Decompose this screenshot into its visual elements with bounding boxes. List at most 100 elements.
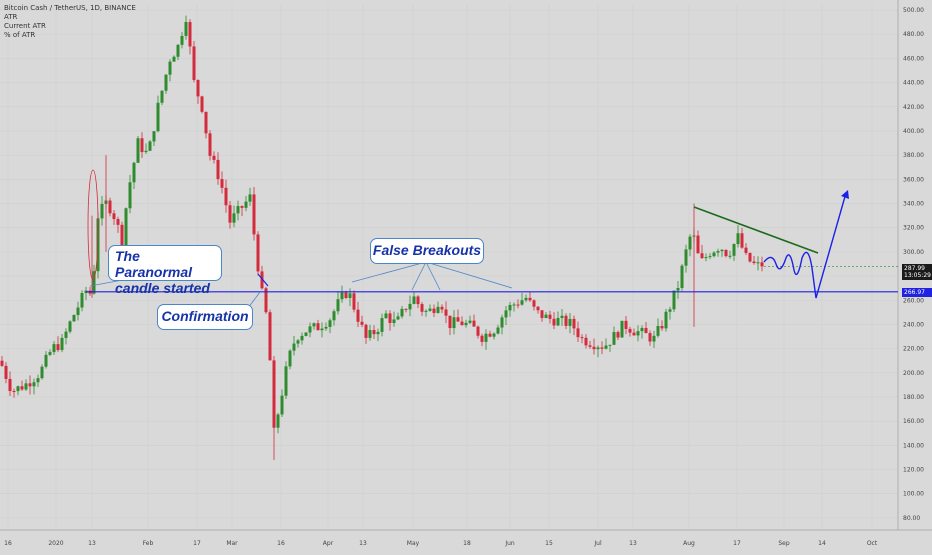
false-breakout-pointer (351, 261, 427, 283)
candle-body (460, 321, 464, 326)
candle (24, 379, 28, 391)
candle (280, 389, 284, 418)
candle-body (228, 205, 232, 223)
candle (160, 90, 164, 106)
candle (628, 326, 632, 337)
candle-body (292, 343, 296, 351)
candle-body (468, 320, 472, 323)
candle (60, 333, 64, 353)
candle (284, 361, 288, 400)
candle (356, 301, 360, 328)
candle-body (536, 306, 540, 311)
candle-body (444, 309, 448, 316)
candle (364, 323, 368, 344)
candle-body (752, 261, 756, 264)
y-tick-label: 160.00 (903, 418, 924, 425)
candle-body (712, 252, 716, 257)
candle (132, 161, 136, 189)
candle (728, 250, 732, 259)
last-price-tag: 287.99 13:05:29 (902, 264, 932, 280)
candle-body (476, 326, 480, 336)
candle-body (268, 312, 272, 361)
candle (336, 291, 340, 315)
candle-body (396, 316, 400, 320)
candle-body (156, 102, 160, 132)
candle (652, 330, 656, 349)
candle (612, 326, 616, 345)
candle (276, 412, 280, 434)
candle (108, 197, 112, 217)
candle-body (588, 345, 592, 347)
candle (204, 111, 208, 139)
candle (680, 263, 684, 291)
candle-body (728, 255, 732, 257)
y-tick-label: 200.00 (903, 370, 924, 377)
candle-body (284, 366, 288, 396)
candle (524, 294, 528, 303)
candle-body (736, 233, 740, 245)
candle-body (680, 265, 684, 288)
candle (144, 143, 148, 155)
candle-body (704, 257, 708, 259)
candle-body (556, 317, 560, 326)
candle (732, 243, 736, 261)
candle (92, 264, 96, 295)
candle (196, 79, 200, 104)
candle-body (508, 304, 512, 311)
candle-body (148, 141, 152, 151)
y-tick-label: 220.00 (903, 346, 924, 353)
candle-body (288, 350, 292, 367)
candle-body (64, 331, 68, 338)
candle (528, 292, 532, 302)
candle (420, 302, 424, 317)
candle-body (428, 308, 432, 311)
candle (504, 306, 508, 325)
candle-body (200, 96, 204, 112)
candle (200, 95, 204, 114)
candle (588, 340, 592, 349)
candle-body (452, 317, 456, 329)
candle (412, 291, 416, 305)
confirmation-arrow (257, 273, 269, 287)
candle-body (140, 138, 144, 153)
candle-body (236, 206, 240, 214)
candle-body (416, 296, 420, 305)
candle-body (492, 333, 496, 337)
candle (368, 324, 372, 341)
candle-body (760, 262, 764, 267)
candle (0, 355, 4, 367)
candle (380, 313, 384, 337)
candle (220, 171, 224, 194)
candle (112, 209, 116, 225)
candle (516, 299, 520, 309)
candle-body (688, 236, 692, 250)
candle (520, 292, 524, 306)
candle-body (656, 326, 660, 336)
candle-body (8, 378, 12, 392)
candle-body (456, 317, 460, 322)
candle (464, 319, 468, 328)
candle (8, 371, 12, 396)
candle-body (80, 293, 84, 308)
candle-body (448, 315, 452, 329)
candle (648, 330, 652, 346)
candle (176, 44, 180, 61)
candle-body (552, 318, 556, 326)
candle-body (592, 346, 596, 350)
candle-body (432, 308, 436, 313)
candle (28, 375, 32, 395)
candle (128, 174, 132, 214)
x-tick-label: 13 (359, 540, 367, 547)
candle-body (296, 340, 300, 344)
candle (212, 151, 216, 164)
candle-body (212, 155, 216, 160)
candle (396, 312, 400, 321)
candle-body (436, 306, 440, 313)
candle-body (188, 22, 192, 47)
candle (16, 385, 20, 396)
candle-body (68, 321, 72, 332)
candle (468, 315, 472, 325)
candle (208, 130, 212, 161)
candle-body (388, 313, 392, 323)
